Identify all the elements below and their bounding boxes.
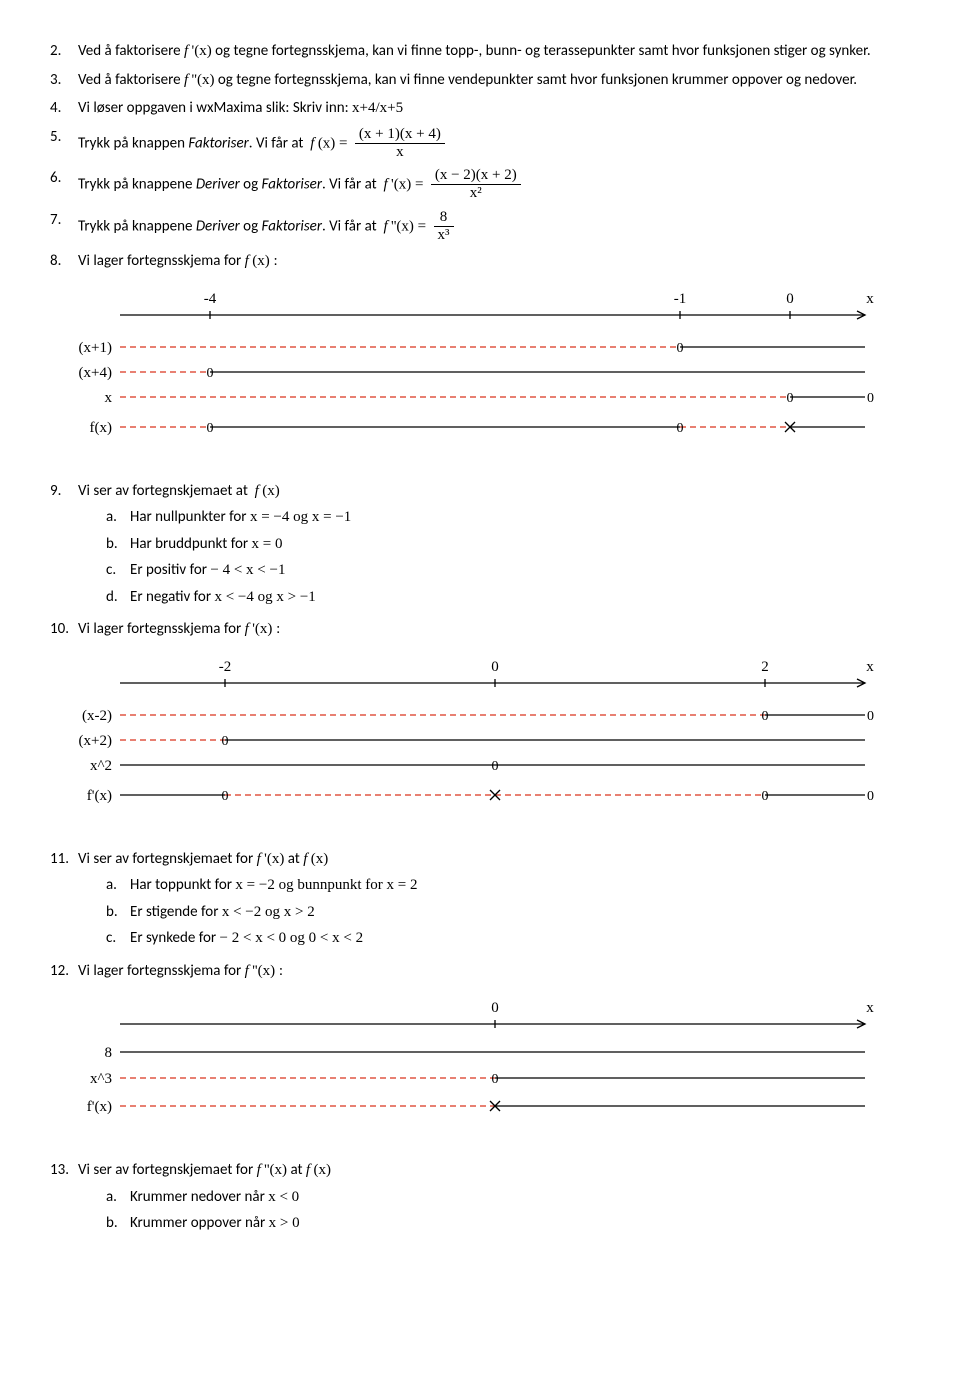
list-text: Trykk på knappene Deriver og Faktoriser.… — [78, 209, 910, 245]
svg-text:x: x — [866, 659, 874, 675]
svg-text:(x+4): (x+4) — [79, 365, 112, 381]
sign-diagram-fprime: -2 0 2 x (x-2) 0 0 (x+2) 0 x^2 0 f'(x) 0 0 0 — [50, 655, 910, 830]
list-text: Vi lager fortegnsskjema for f '(x) : — [78, 618, 910, 641]
svg-text:0: 0 — [491, 1000, 499, 1016]
list-number: 11. — [50, 848, 78, 954]
list-text: Ved å faktorisere f ''(x) og tegne forte… — [78, 69, 910, 92]
svg-text:0: 0 — [762, 789, 769, 804]
svg-text:0: 0 — [207, 366, 214, 381]
list-text: Trykk på knappene Deriver og Faktoriser.… — [78, 167, 910, 203]
svg-text:0: 0 — [762, 709, 769, 724]
svg-text:(x+2): (x+2) — [79, 733, 112, 749]
sublist-letter: b. — [106, 901, 130, 924]
list-number: 7. — [50, 209, 78, 245]
sublist-letter: d. — [106, 586, 130, 609]
sublist-letter: c. — [106, 559, 130, 582]
list-text: Vi lager fortegnsskjema for f (x) : — [78, 250, 910, 273]
sublist-text: Har toppunkt for x = −2 og bunnpunkt for… — [130, 874, 417, 897]
sublist-letter: a. — [106, 874, 130, 897]
list-number: 2. — [50, 40, 78, 63]
svg-text:0: 0 — [867, 709, 874, 724]
svg-text:x: x — [866, 291, 874, 307]
list-number: 9. — [50, 480, 78, 613]
list-text: Vi løser oppgaven i wxMaxima slik: Skriv… — [78, 97, 910, 120]
sign-diagram-f: -4 -1 0 x (x+1) 0 (x+4) 0 x 0 0 f(x) 0 0 — [50, 287, 910, 462]
list-text: Vi lager fortegnsskjema for f ''(x) : — [78, 960, 910, 983]
svg-text:x^2: x^2 — [90, 758, 112, 774]
svg-text:-4: -4 — [204, 291, 217, 307]
svg-text:f'(x): f'(x) — [87, 1099, 112, 1115]
list-number: 4. — [50, 97, 78, 120]
svg-text:0: 0 — [491, 659, 499, 675]
sublist-text: Er positiv for − 4 < x < −1 — [130, 559, 285, 582]
sign-diagram-fdoubleprime: 0 x 8 x^3 0 f'(x) — [50, 996, 910, 1141]
sublist-text: Har bruddpunkt for x = 0 — [130, 533, 282, 556]
sublist-text: Er negativ for x < −4 og x > −1 — [130, 586, 316, 609]
list-text: Ved å faktorisere f '(x) og tegne forteg… — [78, 40, 910, 63]
list-text: Vi ser av fortegnskjemaet for f '(x) at … — [78, 848, 910, 871]
list-number: 6. — [50, 167, 78, 203]
svg-text:f(x): f(x) — [90, 420, 113, 436]
sublist-text: Er synkede for − 2 < x < 0 og 0 < x < 2 — [130, 927, 363, 950]
svg-text:0: 0 — [787, 391, 794, 406]
numbered-list: 9.Vi ser av fortegnskjemaet at f (x) a.Ha… — [50, 480, 910, 641]
list-number: 13. — [50, 1159, 78, 1239]
svg-text:f'(x): f'(x) — [87, 788, 112, 804]
svg-text:2: 2 — [761, 659, 769, 675]
list-text: Trykk på knappen Faktoriser. Vi får at f… — [78, 126, 910, 162]
numbered-list: 13.Vi ser av fortegnskjemaet for f ''(x)… — [50, 1159, 910, 1239]
svg-text:8: 8 — [105, 1045, 113, 1061]
numbered-list: 11.Vi ser av fortegnskjemaet for f '(x) … — [50, 848, 910, 983]
sublist-text: Har nullpunkter for x = −4 og x = −1 — [130, 506, 351, 529]
svg-text:-1: -1 — [674, 291, 687, 307]
sublist-text: Krummer nedover når x < 0 — [130, 1186, 299, 1209]
list-number: 3. — [50, 69, 78, 92]
svg-text:0: 0 — [207, 421, 214, 436]
svg-text:x: x — [866, 1000, 874, 1016]
numbered-list: 2.Ved å faktorisere f '(x) og tegne fort… — [50, 40, 910, 273]
svg-text:0: 0 — [867, 789, 874, 804]
svg-text:x^3: x^3 — [90, 1071, 112, 1087]
svg-text:0: 0 — [677, 341, 684, 356]
svg-text:0: 0 — [222, 734, 229, 749]
sublist-letter: b. — [106, 1212, 130, 1235]
sublist-letter: a. — [106, 506, 130, 529]
svg-text:-2: -2 — [219, 659, 232, 675]
svg-text:0: 0 — [222, 789, 229, 804]
list-number: 8. — [50, 250, 78, 273]
svg-text:(x+1): (x+1) — [79, 340, 112, 356]
svg-text:0: 0 — [492, 1072, 499, 1087]
svg-text:x: x — [105, 390, 113, 406]
svg-text:0: 0 — [677, 421, 684, 436]
list-number: 5. — [50, 126, 78, 162]
sublist-text: Er stigende for x < −2 og x > 2 — [130, 901, 315, 924]
sublist-text: Krummer oppover når x > 0 — [130, 1212, 300, 1235]
svg-text:0: 0 — [786, 291, 794, 307]
svg-text:(x-2): (x-2) — [82, 708, 112, 724]
list-number: 12. — [50, 960, 78, 983]
list-text: Vi ser av fortegnskjemaet for f ''(x) at… — [78, 1159, 910, 1182]
sublist-letter: c. — [106, 927, 130, 950]
sublist-letter: a. — [106, 1186, 130, 1209]
svg-text:0: 0 — [492, 759, 499, 774]
list-text: Vi ser av fortegnskjemaet at f (x) — [78, 480, 910, 503]
svg-text:0: 0 — [867, 391, 874, 406]
list-number: 10. — [50, 618, 78, 641]
sublist-letter: b. — [106, 533, 130, 556]
